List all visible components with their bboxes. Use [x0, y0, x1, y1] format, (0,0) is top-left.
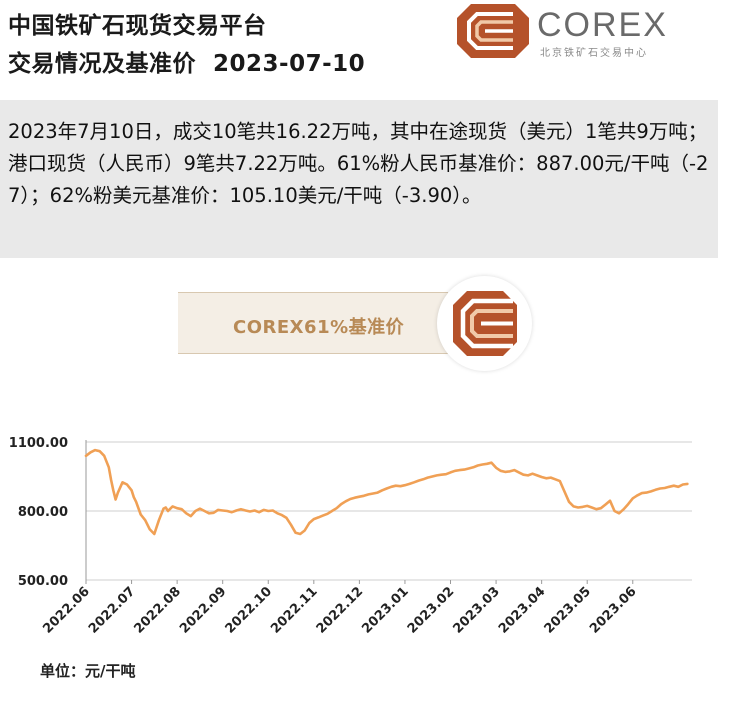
price-series-line	[84, 448, 689, 536]
badge-text: COREX61%基准价	[233, 317, 405, 338]
y-tick-label: 800.00	[18, 505, 68, 520]
summary-text: 2023年7月10日，成交10笔共16.22万吨，其中在途现货（美元）1笔共9万…	[0, 100, 718, 258]
page-subtitle: 交易情况及基准价 2023-07-10	[8, 51, 366, 77]
x-tick-label: 2022.10	[223, 584, 275, 636]
x-tick-label: 2023.04	[496, 584, 548, 636]
badge-logo	[437, 276, 532, 371]
x-tick-label: 2022.08	[131, 584, 183, 636]
unit-label: 单位：元/干吨	[40, 662, 136, 680]
x-tick-label: 2023.01	[359, 584, 411, 636]
corex-logo-icon	[457, 4, 529, 58]
x-tick-label: 2023.05	[542, 584, 594, 636]
y-tick-label: 500.00	[18, 574, 68, 589]
logo-text: COREX	[537, 6, 668, 44]
x-tick-label: 2023.06	[587, 584, 639, 636]
y-tick-label: 1100.00	[9, 436, 68, 451]
page-title: 中国铁矿石现货交易平台	[8, 13, 267, 39]
x-tick-label: 2023.03	[450, 584, 502, 636]
x-tick-label: 2022.09	[177, 584, 229, 636]
x-tick-label: 2022.12	[314, 584, 366, 636]
corex-logo: COREX 北京铁矿石交易中心	[457, 4, 727, 59]
logo-subtitle: 北京铁矿石交易中心	[540, 48, 648, 59]
header: 中国铁矿石现货交易平台 交易情况及基准价 2023-07-10 COREX 北京…	[0, 0, 736, 98]
chart-badge: COREX61%基准价	[178, 292, 448, 354]
corex-badge-icon	[453, 291, 517, 356]
x-tick-label: 2022.06	[40, 584, 92, 636]
x-tick-label: 2022.07	[86, 584, 138, 636]
x-tick-label: 2022.11	[268, 584, 320, 636]
price-chart: 1100.00 800.00 500.002022.062022.072022.08…	[9, 436, 692, 637]
x-tick-label: 2023.02	[405, 584, 457, 636]
